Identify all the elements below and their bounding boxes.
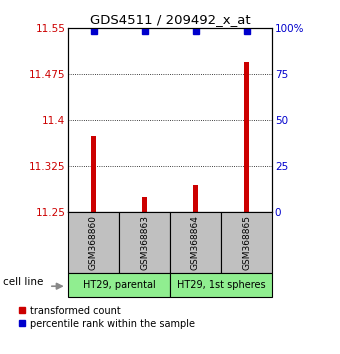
Bar — [68, 273, 170, 297]
Text: HT29, 1st spheres: HT29, 1st spheres — [177, 280, 265, 290]
Bar — [91, 136, 96, 212]
Bar — [170, 273, 272, 297]
Text: GSM368860: GSM368860 — [89, 215, 98, 270]
Text: GSM368864: GSM368864 — [191, 215, 200, 270]
Title: GDS4511 / 209492_x_at: GDS4511 / 209492_x_at — [90, 13, 250, 26]
Text: GSM368863: GSM368863 — [140, 215, 149, 270]
Bar — [68, 212, 119, 273]
Bar — [193, 185, 198, 212]
Bar — [119, 212, 170, 273]
Text: cell line: cell line — [3, 278, 44, 287]
Text: HT29, parental: HT29, parental — [83, 280, 155, 290]
Legend: transformed count, percentile rank within the sample: transformed count, percentile rank withi… — [18, 306, 195, 329]
Bar — [244, 62, 249, 212]
Bar — [221, 212, 272, 273]
Bar — [142, 197, 147, 212]
Bar — [170, 212, 221, 273]
Text: GSM368865: GSM368865 — [242, 215, 251, 270]
